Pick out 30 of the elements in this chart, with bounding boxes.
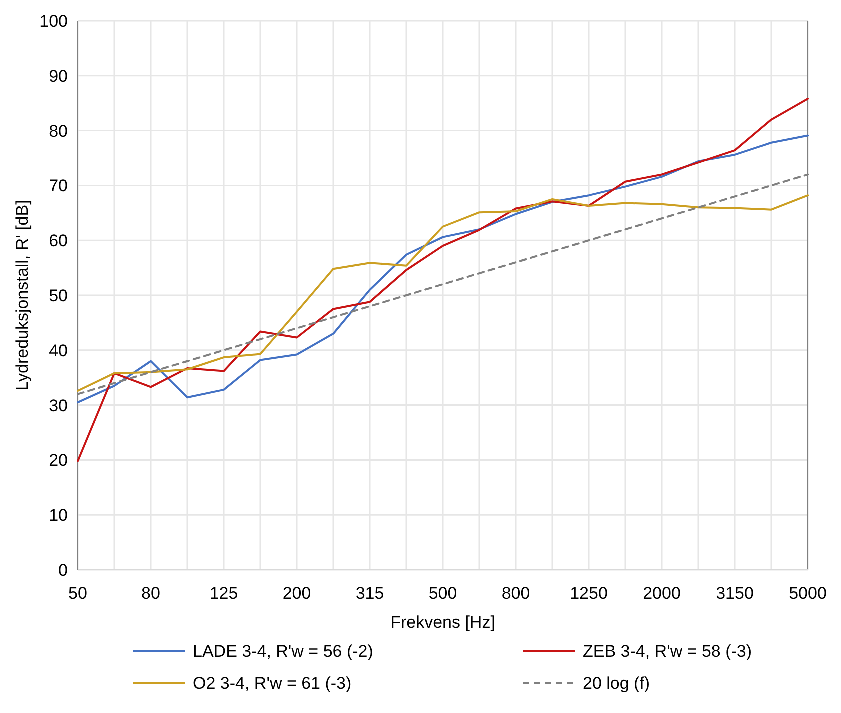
y-tick-label: 100 [40, 12, 68, 31]
y-tick-label: 40 [49, 341, 68, 360]
x-tick-label: 800 [502, 584, 530, 603]
line-series [77, 98, 809, 462]
legend-label: ZEB 3-4, R'w = 58 (-3) [583, 642, 752, 661]
x-tick-label: 1250 [570, 584, 608, 603]
legend-label: LADE 3-4, R'w = 56 (-2) [193, 642, 374, 661]
legend-label: 20 log (f) [583, 674, 650, 693]
y-tick-label: 10 [49, 506, 68, 526]
y-tick-label: 80 [49, 122, 68, 141]
x-tick-label: 5000 [789, 584, 827, 603]
x-axis-title: Frekvens [Hz] [390, 613, 496, 632]
y-tick-label: 60 [49, 232, 68, 251]
x-tick-label: 2000 [643, 584, 681, 603]
legend-label: O2 3-4, R'w = 61 (-3) [193, 674, 352, 693]
y-tick-label: 70 [49, 176, 68, 196]
y-tick-label: 30 [49, 396, 68, 416]
x-tick-label: 125 [210, 584, 238, 603]
y-tick-label: 20 [49, 451, 68, 470]
x-tick-label: 3150 [716, 584, 754, 603]
x-tick-label: 500 [428, 584, 458, 603]
y-tick-label: 90 [49, 66, 68, 86]
line-series [77, 134, 809, 404]
x-tick-label: 50 [68, 584, 88, 603]
x-tick-label: 315 [356, 584, 384, 603]
y-tick-label: 50 [49, 286, 68, 306]
y-axis-title: Lydreduksjonstall, R' [dB] [13, 200, 32, 391]
x-tick-label: 80 [142, 584, 160, 603]
y-tick-label: 0 [58, 560, 68, 580]
x-tick-label: 200 [282, 584, 312, 603]
